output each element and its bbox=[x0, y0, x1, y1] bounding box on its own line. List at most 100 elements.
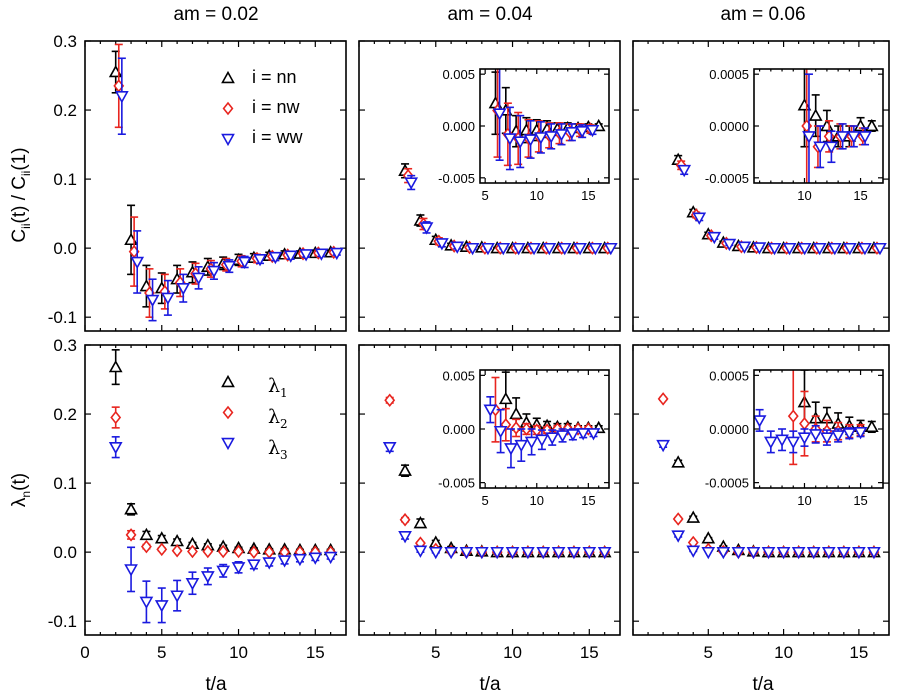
data-point-λ3 bbox=[247, 559, 261, 572]
x-tick-label: 15 bbox=[306, 643, 325, 662]
inset-data-point-λ3 bbox=[853, 427, 868, 440]
panel-top-right: 0.0005 0.0000 -0.0005 10 15 bbox=[632, 40, 890, 332]
data-point-iww bbox=[858, 242, 872, 256]
inset-data-point-λ3 bbox=[545, 432, 560, 445]
data-point-iww bbox=[114, 91, 129, 104]
inset-x-tick-label: 10 bbox=[797, 188, 811, 203]
data-layer bbox=[656, 392, 881, 560]
data-point-iww bbox=[450, 241, 465, 254]
data-point-iww bbox=[722, 238, 737, 252]
inset-frame bbox=[479, 68, 610, 184]
inset-x-tick-label: 10 bbox=[797, 493, 811, 508]
inset-data-point-iww bbox=[835, 131, 850, 144]
x-tick-label: 10 bbox=[503, 643, 522, 662]
data-point-iww bbox=[404, 177, 419, 190]
data-point-λ3 bbox=[521, 546, 535, 560]
y-axis-label-bottom: λn(t) bbox=[9, 473, 33, 507]
data-point-iww bbox=[782, 242, 797, 256]
data-point-λ1 bbox=[108, 359, 123, 373]
inset-data-point-λ2 bbox=[787, 409, 799, 423]
inset-data-point-λ3 bbox=[524, 436, 539, 450]
y-tick-label: 0.3 bbox=[53, 32, 77, 51]
inset-y-tick-label: -0.0005 bbox=[705, 171, 749, 186]
inset: 0.005 0.000 -0.005 5 10 15 bbox=[438, 67, 610, 203]
inset-x-tick-label: 15 bbox=[853, 493, 867, 508]
data-point-λ3 bbox=[656, 439, 670, 453]
inset-data-point-λ2 bbox=[521, 422, 532, 436]
inset-y-tick-label: 0.0000 bbox=[709, 422, 749, 437]
column-title-3: am = 0.06 bbox=[720, 4, 805, 25]
data-layer bbox=[108, 349, 338, 624]
data-point-iww bbox=[237, 256, 252, 270]
data-point-λ2 bbox=[110, 410, 122, 425]
data-point-λ2 bbox=[125, 528, 137, 542]
inset-y-tick-label: -0.005 bbox=[438, 476, 475, 491]
legend-marker-1 bbox=[221, 374, 235, 388]
data-point-iww bbox=[707, 231, 722, 245]
inset-x-tick-label: 15 bbox=[581, 493, 595, 508]
y-tick-label: 0.1 bbox=[53, 170, 77, 189]
legend-marker-2 bbox=[222, 101, 234, 116]
data-point-λ3 bbox=[490, 546, 505, 560]
panel-top-middle: 0.005 0.000 -0.005 5 10 15 bbox=[358, 40, 621, 332]
data-point-λ3 bbox=[170, 590, 184, 603]
data-layer bbox=[671, 152, 887, 256]
legend-label-nw: i = nw bbox=[252, 97, 301, 117]
data-point-λ3 bbox=[277, 555, 292, 568]
data-point-λ3 bbox=[791, 546, 806, 560]
column-title-1: am = 0.02 bbox=[173, 4, 258, 25]
legend-marker-1 bbox=[221, 70, 235, 84]
data-point-iww bbox=[253, 253, 267, 267]
data-point-λ3 bbox=[262, 557, 277, 570]
inset-data-point-iww bbox=[575, 125, 590, 139]
data-point-λ3 bbox=[124, 564, 138, 577]
data-point-iww bbox=[145, 294, 160, 308]
data-point-λ3 bbox=[459, 546, 474, 560]
data-point-iww bbox=[812, 242, 827, 256]
data-point-λ1 bbox=[139, 527, 154, 541]
inset-data-point-λ3 bbox=[586, 428, 601, 441]
data-point-iww bbox=[329, 247, 344, 261]
data-layer bbox=[398, 163, 618, 256]
legend-marker-3 bbox=[221, 437, 235, 451]
inset-data-point-iww bbox=[544, 131, 559, 144]
data-point-λ1 bbox=[398, 463, 412, 476]
data-point-iww bbox=[465, 242, 480, 256]
inset-data-point-λ3 bbox=[514, 439, 529, 453]
data-point-iww bbox=[797, 242, 812, 256]
panel-bottom-right: 5 10 15 0.0005 0.0000 -0.0005 10 15 bbox=[632, 344, 890, 662]
data-point-λ2 bbox=[248, 545, 260, 559]
inset-data-point-iww bbox=[492, 108, 507, 121]
data-point-λ3 bbox=[671, 530, 686, 543]
inset-y-tick-label: -0.0005 bbox=[705, 476, 749, 491]
data-point-λ3 bbox=[597, 546, 612, 560]
data-point-λ3 bbox=[761, 546, 776, 560]
inset-data-layer bbox=[488, 69, 606, 171]
inset-data-point-λ3 bbox=[820, 432, 834, 445]
data-point-λ2 bbox=[156, 542, 168, 557]
data-point-λ2 bbox=[187, 544, 198, 559]
x-axis-label-1: t/a bbox=[205, 674, 227, 695]
legend-top: i = nn i = nw i = ww bbox=[252, 67, 304, 147]
inset-data-point-iww bbox=[523, 134, 538, 147]
inset-y-tick-label: -0.005 bbox=[438, 171, 475, 186]
data-point-λ3 bbox=[806, 546, 821, 560]
inset-x-tick-label: 10 bbox=[530, 493, 544, 508]
data-point-iww bbox=[827, 242, 842, 256]
data-point-λ3 bbox=[701, 546, 716, 560]
panel-bottom-middle: 5 10 15 0.005 0.000 -0.005 5 10 15 bbox=[358, 344, 621, 662]
data-point-λ3 bbox=[398, 531, 412, 544]
inset-data-layer bbox=[483, 371, 606, 469]
data-point-λ3 bbox=[836, 546, 851, 560]
y-tick-label: 0.0 bbox=[53, 239, 77, 258]
inset-data-point-iww bbox=[858, 131, 872, 144]
inset-x-tick-label: 15 bbox=[853, 188, 867, 203]
data-point-λ3 bbox=[536, 546, 551, 560]
data-point-iww bbox=[207, 265, 221, 279]
inset-data-point-iww bbox=[585, 124, 600, 138]
inset-data-point-λ3 bbox=[493, 425, 508, 439]
data-point-λ2 bbox=[217, 544, 229, 559]
x-axis-label-3: t/a bbox=[752, 674, 774, 695]
inset-y-tick-label: 0.0000 bbox=[709, 119, 749, 134]
inset-data-point-λ1 bbox=[509, 406, 523, 420]
